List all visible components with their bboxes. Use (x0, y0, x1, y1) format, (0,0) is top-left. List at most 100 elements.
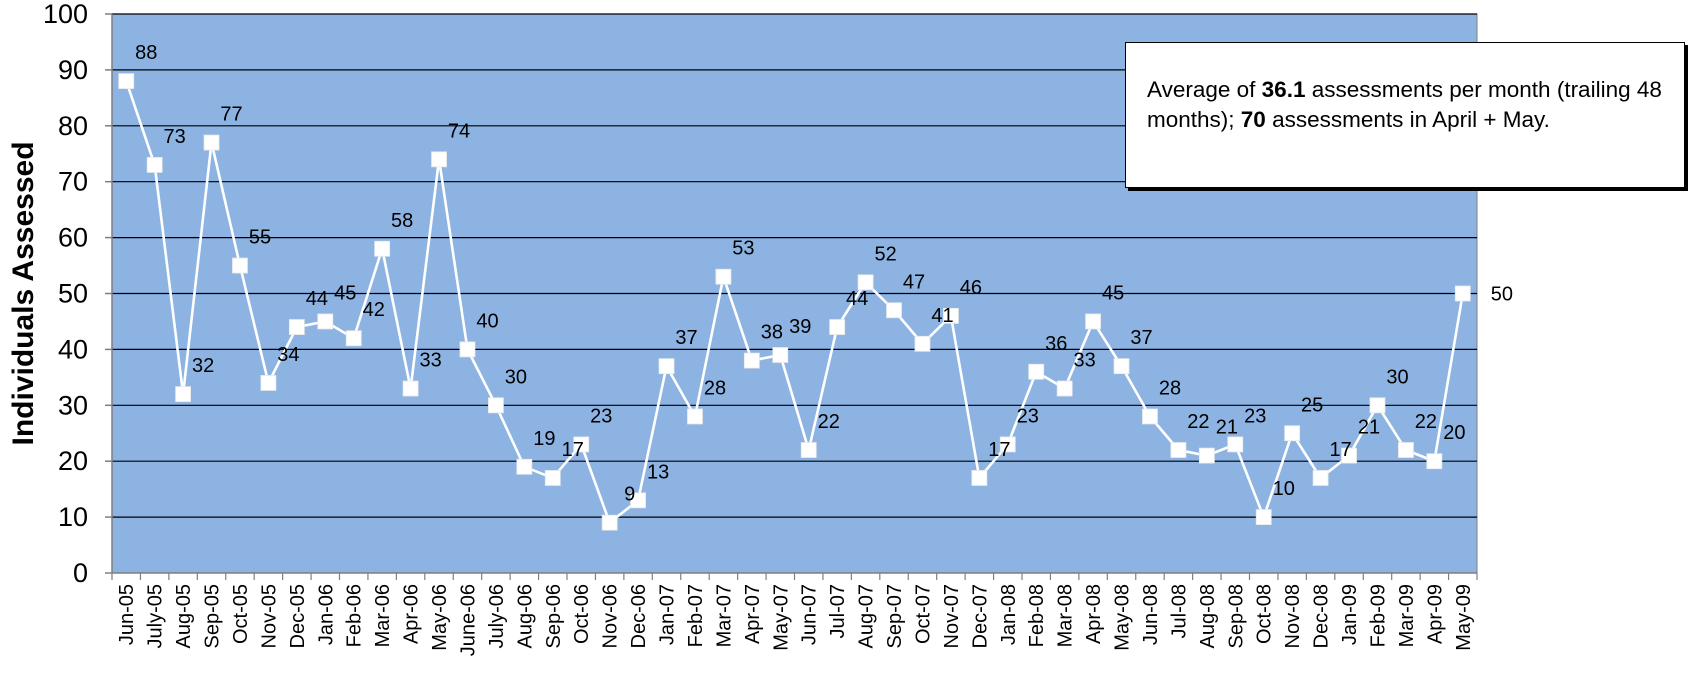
data-label: 19 (533, 428, 555, 450)
x-tick-label: Sep-06 (543, 584, 565, 649)
data-point-marker (203, 134, 220, 151)
data-label: 44 (306, 288, 328, 310)
data-label: 47 (903, 271, 925, 293)
data-label: 46 (960, 277, 982, 299)
x-tick-label: Oct-05 (230, 584, 252, 644)
data-label: 41 (931, 305, 953, 327)
x-tick-label: Oct-08 (1254, 584, 1276, 644)
x-tick-label: Jun-05 (116, 584, 138, 645)
data-point-marker (1398, 442, 1414, 458)
x-tick-label: Mar-08 (1055, 584, 1077, 647)
y-tick-label: 0 (73, 558, 88, 588)
annotation-mid: assessments per month (trailing 48 month… (1147, 77, 1662, 132)
y-tick-label: 50 (58, 279, 88, 309)
data-label: 36 (1045, 333, 1067, 355)
data-point-marker (232, 257, 248, 274)
data-label: 39 (789, 316, 811, 338)
x-tick-label: Apr-06 (401, 584, 423, 644)
x-tick-label: Nov-08 (1282, 584, 1304, 648)
data-point-marker (288, 319, 305, 335)
y-tick-label: 20 (58, 446, 88, 476)
data-label: 50 (1491, 284, 1513, 306)
x-tick-label: Jan-07 (657, 584, 679, 645)
data-labels: 88 73 32 77 55 34 44 45 42 58 33 74 40 30 19 17 23 9 13 37 2… (135, 42, 1513, 506)
data-label: 38 (761, 322, 783, 344)
data-point-marker (772, 347, 789, 363)
data-label: 22 (1415, 411, 1437, 433)
data-point-marker (1454, 285, 1471, 302)
x-tick-label: Feb-06 (344, 584, 366, 647)
data-label: 37 (675, 327, 697, 349)
data-point-marker (601, 514, 618, 531)
x-tick-label: Sep-07 (884, 584, 906, 649)
data-label: 32 (192, 355, 214, 377)
data-label: 34 (277, 344, 299, 366)
x-tick-label: Jan-09 (1339, 584, 1361, 645)
data-point-marker (431, 151, 447, 168)
data-label: 53 (732, 238, 754, 260)
data-point-marker (345, 330, 362, 347)
x-tick-label: Nov-05 (258, 584, 280, 648)
data-point-marker (1255, 509, 1272, 526)
data-label: 23 (1017, 405, 1039, 427)
y-axis-tick-labels: 0 10 20 30 40 50 60 70 80 90 100 (43, 0, 88, 588)
data-label: 33 (1074, 350, 1096, 372)
y-tick-label: 100 (43, 0, 88, 29)
data-point-markers (118, 73, 1471, 531)
y-axis-label: Individuals Assessed (7, 141, 40, 445)
data-label: 9 (624, 484, 635, 506)
y-tick-label: 40 (58, 334, 88, 364)
x-tick-label: July-06 (486, 584, 508, 648)
data-point-marker (317, 313, 334, 330)
x-tick-label: Feb-07 (685, 584, 707, 647)
data-label: 45 (334, 282, 356, 304)
data-point-marker (488, 397, 504, 414)
x-tick-label: June-06 (457, 584, 479, 656)
data-label: 23 (1244, 405, 1266, 427)
data-label: 37 (1130, 327, 1152, 349)
x-tick-label: Aug-08 (1197, 584, 1219, 649)
y-tick-label: 70 (58, 167, 88, 197)
data-point-marker (1341, 447, 1357, 464)
data-label: 55 (249, 227, 271, 249)
data-point-marker (687, 408, 703, 425)
x-tick-label: May-08 (1112, 584, 1134, 651)
x-tick-label: May-06 (429, 584, 451, 651)
data-label: 30 (1386, 366, 1408, 388)
x-tick-label: Sep-08 (1225, 584, 1247, 649)
data-point-marker (743, 352, 760, 369)
x-tick-label: Jan-08 (998, 584, 1020, 645)
data-label: 44 (846, 288, 868, 310)
data-point-marker (573, 436, 590, 453)
x-tick-label: Mar-07 (713, 584, 735, 647)
x-tick-label: Aug-07 (856, 584, 878, 649)
y-tick-label: 30 (58, 390, 88, 420)
data-label: 58 (391, 210, 413, 232)
x-tick-label: Nov-06 (600, 584, 622, 648)
data-point-marker (260, 375, 277, 391)
x-tick-label: Apr-07 (742, 584, 764, 644)
x-tick-label: Jun-08 (1140, 584, 1162, 645)
data-point-marker (1028, 363, 1045, 380)
data-label: 20 (1443, 422, 1465, 444)
data-point-marker (374, 240, 391, 257)
x-tick-label: Mar-09 (1396, 584, 1418, 647)
x-tick-label: Dec-05 (287, 584, 309, 648)
data-label: 13 (647, 461, 669, 483)
data-label: 10 (1273, 478, 1295, 500)
data-point-marker (1312, 470, 1329, 486)
x-tick-label: Feb-09 (1367, 584, 1389, 647)
data-point-marker (118, 73, 135, 89)
data-point-marker (402, 380, 419, 397)
data-label: 30 (505, 366, 527, 388)
x-tick-label: Dec-08 (1311, 584, 1333, 648)
data-point-marker (1284, 425, 1301, 442)
x-tick-label: Sep-05 (202, 584, 224, 649)
x-tick-label: May-07 (770, 584, 792, 651)
data-label: 21 (1216, 417, 1238, 439)
data-point-marker (800, 442, 817, 458)
data-label: 42 (363, 299, 385, 321)
x-tick-label: Feb-08 (1026, 584, 1048, 647)
x-tick-label: July-05 (145, 584, 167, 648)
data-point-marker (943, 307, 959, 324)
